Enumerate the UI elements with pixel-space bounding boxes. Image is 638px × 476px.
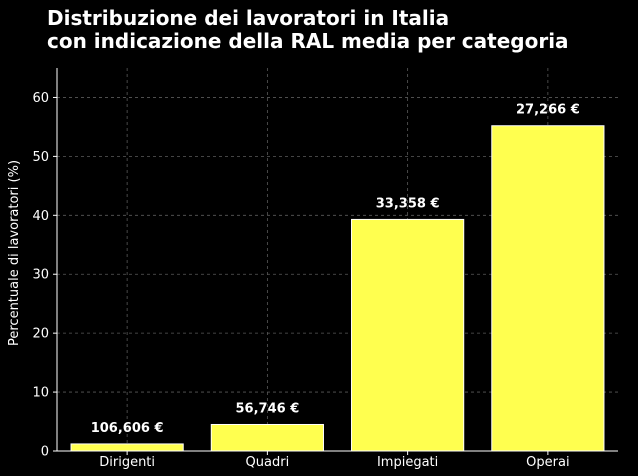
chart-title-line-2: con indicazione della RAL media per cate… bbox=[47, 29, 569, 53]
bar-value-label-quadri: 56,746 € bbox=[236, 401, 300, 416]
labels-layer: 106,606 € 56,746 € 33,358 € 27,266 € bbox=[91, 103, 580, 436]
bar-impiegati bbox=[351, 218, 465, 452]
y-axis-label: Percentuale di lavoratori (%) bbox=[7, 160, 22, 346]
bar-value-label-operai: 27,266 € bbox=[516, 103, 580, 118]
bar-dirigenti bbox=[70, 443, 184, 452]
bar-quadri bbox=[210, 423, 324, 452]
bar-operai bbox=[491, 125, 605, 452]
y-tick-label: 10 bbox=[32, 386, 49, 401]
x-tick-label-quadri: Quadri bbox=[246, 455, 290, 470]
bar-value-label-impiegati: 33,358 € bbox=[376, 196, 440, 211]
y-tick-label: 30 bbox=[32, 268, 49, 283]
x-tick-label-dirigenti: Dirigenti bbox=[99, 455, 155, 470]
y-tick-label: 40 bbox=[32, 209, 49, 224]
x-tick-label-operai: Operai bbox=[526, 455, 569, 470]
y-tick-label: 60 bbox=[32, 91, 49, 106]
y-tick-label: 20 bbox=[32, 327, 49, 342]
chart-title-line-1: Distribuzione dei lavoratori in Italia bbox=[47, 6, 449, 30]
bars-layer bbox=[70, 125, 605, 452]
y-tick-label: 0 bbox=[41, 445, 49, 460]
bar-value-label-dirigenti: 106,606 € bbox=[91, 421, 164, 436]
axes-layer: 0 10 20 30 40 50 60 Dirigenti Quadri Impiegati Ope… bbox=[32, 68, 618, 470]
x-tick-label-impiegati: Impiegati bbox=[377, 455, 438, 470]
y-tick-label: 50 bbox=[32, 150, 49, 165]
